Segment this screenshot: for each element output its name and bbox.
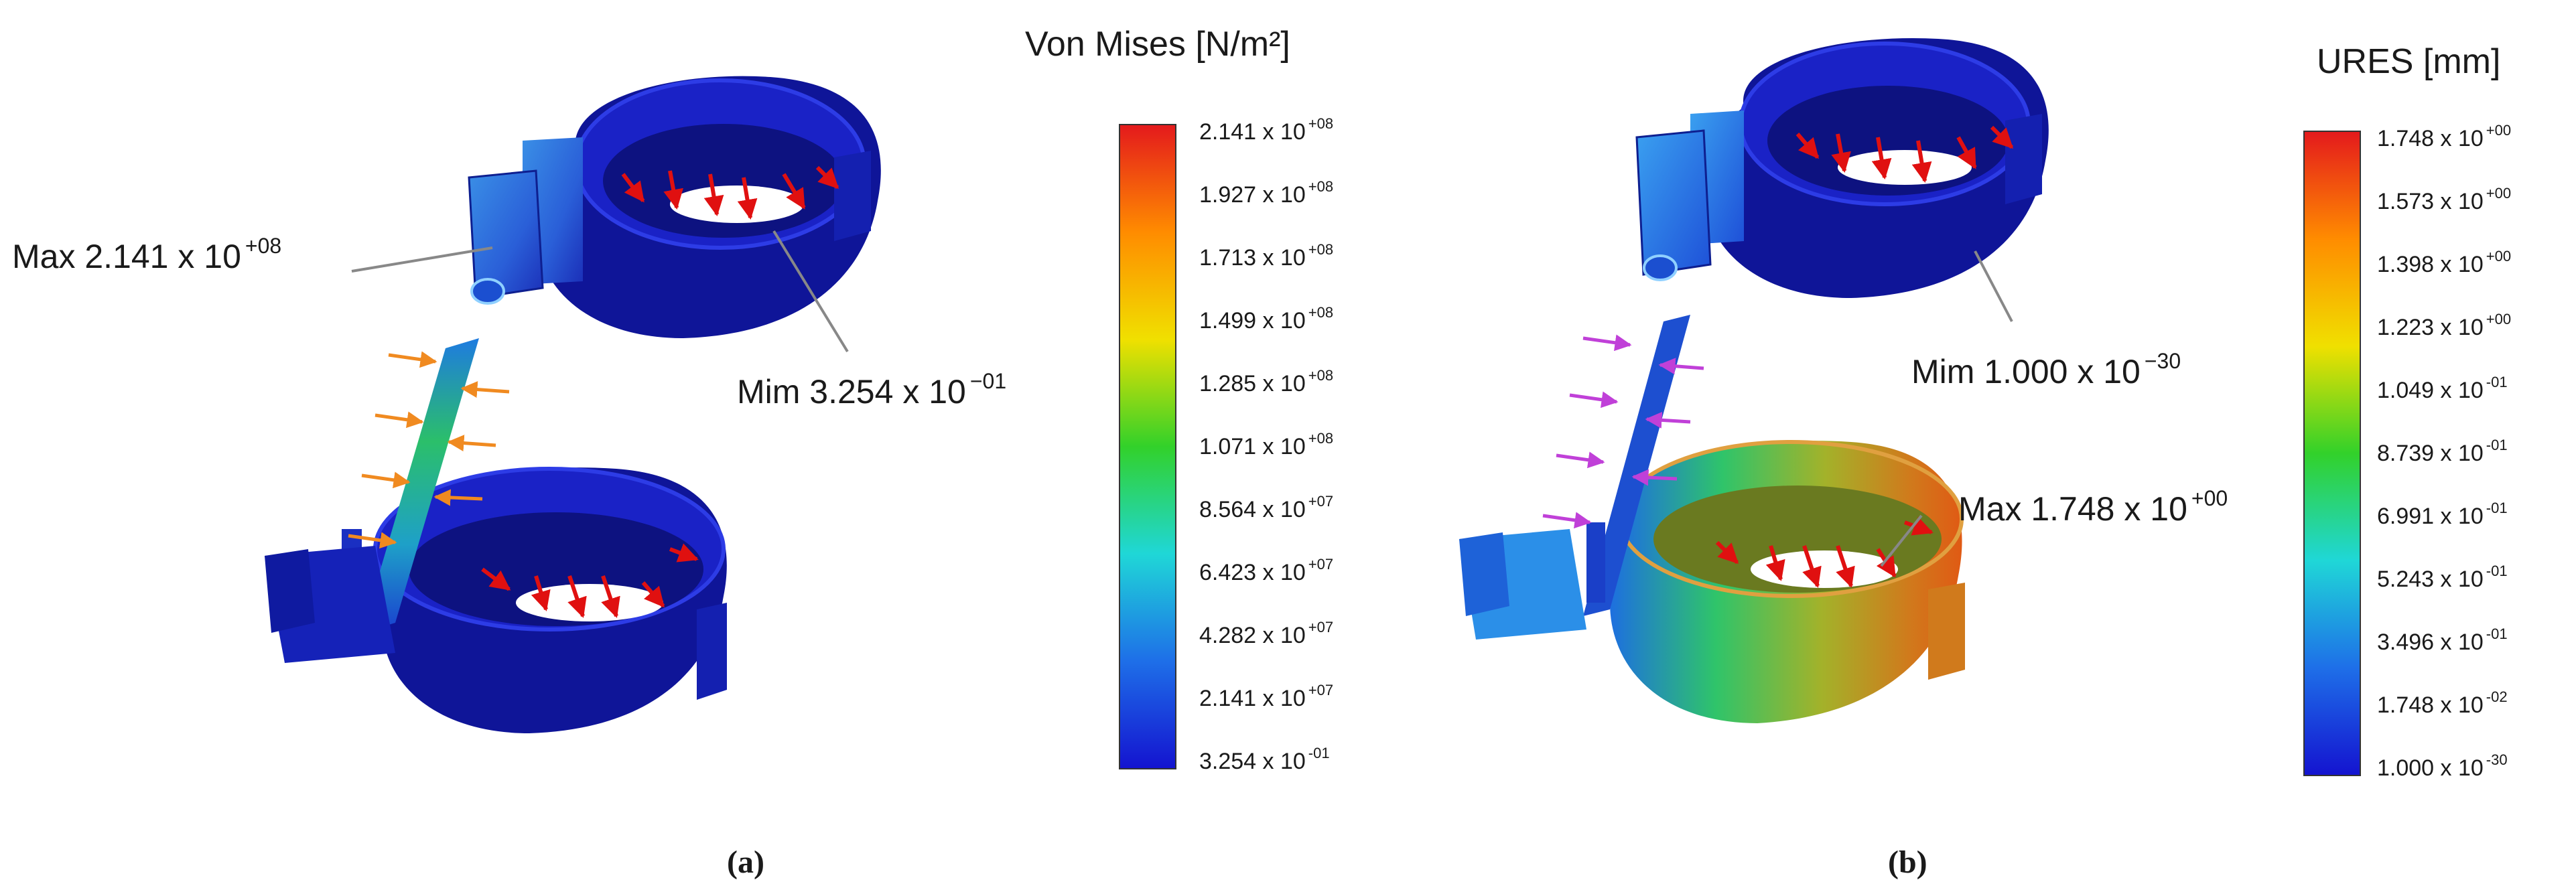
- max-leader-line: [1880, 514, 1923, 567]
- support-bracket: [1459, 110, 1744, 640]
- min-leader-line: [772, 230, 849, 353]
- pin-arrows: [1542, 334, 1704, 529]
- panel-b-displacement: Mim 1.000 x 10 −30 Max 1.748 x 10 +00 URES…: [1288, 0, 2576, 892]
- scale-tick-label: 1.049 x 10 -01: [2377, 375, 2508, 403]
- tick-exponent: +07: [1308, 556, 1334, 573]
- tick-mantissa: 6.991 x 10: [2377, 504, 2484, 529]
- tick-mantissa: 1.071 x 10: [1199, 434, 1306, 459]
- scale-tick-label: 1.713 x 10 +08: [1199, 242, 1333, 271]
- scale-tick-label: 3.254 x 10 -01: [1199, 746, 1330, 774]
- tick-mantissa: 1.573 x 10: [2377, 189, 2484, 214]
- tick-exponent: +07: [1308, 619, 1334, 636]
- min-callout: Mim 1.000 x 10 −30: [1911, 349, 2181, 390]
- tick-exponent: +08: [1308, 367, 1334, 384]
- scale-tick-label: 1.748 x 10 -02: [2377, 690, 2508, 718]
- tick-exponent: +00: [2486, 185, 2512, 202]
- scale-tick-label: 8.564 x 10 +07: [1199, 494, 1333, 522]
- panel-caption: (b): [1888, 844, 1927, 880]
- scale-tick-label: 6.991 x 10 -01: [2377, 501, 2508, 529]
- upper-clamp-ring: [536, 76, 881, 339]
- scale-tick-label: 2.141 x 10 +07: [1199, 683, 1333, 711]
- scale-tick-label: 1.573 x 10 +00: [2377, 186, 2511, 214]
- pin-arrows: [348, 351, 510, 549]
- support-bracket: [265, 137, 583, 663]
- tick-mantissa: 1.927 x 10: [1199, 182, 1306, 208]
- tick-exponent: -01: [2486, 625, 2508, 642]
- tick-exponent: +00: [2486, 122, 2512, 139]
- tick-exponent: +07: [1308, 493, 1334, 510]
- tick-exponent: +00: [2486, 248, 2512, 265]
- color-scale-bar: [1119, 124, 1176, 769]
- tick-exponent: -01: [2486, 437, 2508, 453]
- tick-mantissa: 1.748 x 10: [2377, 692, 2484, 718]
- tick-exponent: +07: [1308, 682, 1334, 698]
- scale-tick-label: 4.282 x 10 +07: [1199, 620, 1333, 648]
- tick-exponent: -01: [2486, 500, 2508, 516]
- scale-tick-label: 1.927 x 10 +08: [1199, 179, 1333, 208]
- max-leader-line: [351, 246, 493, 273]
- tick-mantissa: 1.000 x 10: [2377, 755, 2484, 781]
- panel-a-von-mises: Max 2.141 x 10 +08 Mim 3.254 x 10 −01 Von …: [12, 25, 1333, 880]
- tick-mantissa: 2.141 x 10: [1199, 119, 1306, 145]
- tick-mantissa: 1.713 x 10: [1199, 245, 1306, 271]
- tick-exponent: +08: [1308, 178, 1334, 195]
- tick-exponent: -02: [2486, 688, 2508, 705]
- load-arrows: [481, 165, 839, 618]
- scale-tick-label: 1.285 x 10 +08: [1199, 368, 1333, 396]
- scale-tick-label: 1.748 x 10 +00: [2377, 123, 2511, 151]
- tick-mantissa: 3.496 x 10: [2377, 629, 2484, 655]
- tick-exponent: -30: [2486, 751, 2508, 768]
- tick-exponent: +08: [1308, 115, 1334, 132]
- tick-mantissa: 1.223 x 10: [2377, 315, 2484, 340]
- panel-caption: (a): [727, 844, 764, 880]
- tick-mantissa: 3.254 x 10: [1199, 749, 1306, 774]
- tick-exponent: +00: [2486, 311, 2512, 327]
- scale-tick-label: 1.071 x 10 +08: [1199, 431, 1333, 459]
- scale-tick-label: 1.000 x 10 -30: [2377, 753, 2508, 781]
- max-callout: Max 1.748 x 10 +00: [1958, 486, 2228, 528]
- tick-exponent: -01: [2486, 563, 2508, 579]
- tick-mantissa: 1.285 x 10: [1199, 371, 1306, 396]
- tick-mantissa: 1.499 x 10: [1199, 308, 1306, 333]
- tick-mantissa: 8.739 x 10: [2377, 441, 2484, 466]
- tick-mantissa: 4.282 x 10: [1199, 623, 1306, 648]
- scale-tick-label: 2.141 x 10 +08: [1199, 117, 1333, 145]
- scale-tick-label: 1.499 x 10 +08: [1199, 305, 1333, 333]
- tick-mantissa: 1.049 x 10: [2377, 378, 2484, 403]
- stress-model-figure: [265, 76, 881, 733]
- tick-exponent: -01: [1308, 745, 1330, 761]
- tick-mantissa: 2.141 x 10: [1199, 686, 1306, 711]
- tick-mantissa: 1.398 x 10: [2377, 252, 2484, 277]
- upper-clamp-ring: [1704, 38, 2049, 299]
- displacement-model-figure: [1459, 38, 2049, 723]
- scale-tick-label: 5.243 x 10 -01: [2377, 564, 2508, 592]
- color-scale-bar: [2303, 131, 2361, 776]
- min-leader-line: [1974, 250, 2013, 322]
- scale-tick-label: 1.223 x 10 +00: [2377, 312, 2511, 340]
- scale-tick-label: 1.398 x 10 +00: [2377, 249, 2511, 277]
- lower-clamp-ring: [1610, 440, 1965, 723]
- tick-exponent: +08: [1308, 241, 1334, 258]
- min-callout: Mim 3.254 x 10 −01: [737, 369, 1007, 411]
- lower-clamp-ring: [373, 467, 727, 733]
- load-arrows: [1715, 125, 2014, 588]
- scale-title: Von Mises [N/m²]: [1025, 25, 1290, 64]
- tick-mantissa: 6.423 x 10: [1199, 560, 1306, 585]
- scale-tick-label: 6.423 x 10 +07: [1199, 557, 1333, 585]
- tick-mantissa: 1.748 x 10: [2377, 126, 2484, 151]
- max-callout: Max 2.141 x 10 +08: [12, 234, 282, 275]
- scale-tick-label: 8.739 x 10 -01: [2377, 438, 2508, 466]
- scale-tick-label: 3.496 x 10 -01: [2377, 627, 2508, 655]
- tick-mantissa: 5.243 x 10: [2377, 567, 2484, 592]
- tick-exponent: -01: [2486, 374, 2508, 390]
- tick-exponent: +08: [1308, 430, 1334, 447]
- tick-mantissa: 8.564 x 10: [1199, 497, 1306, 522]
- tick-exponent: +08: [1308, 304, 1334, 321]
- scale-title: URES [mm]: [2317, 42, 2501, 81]
